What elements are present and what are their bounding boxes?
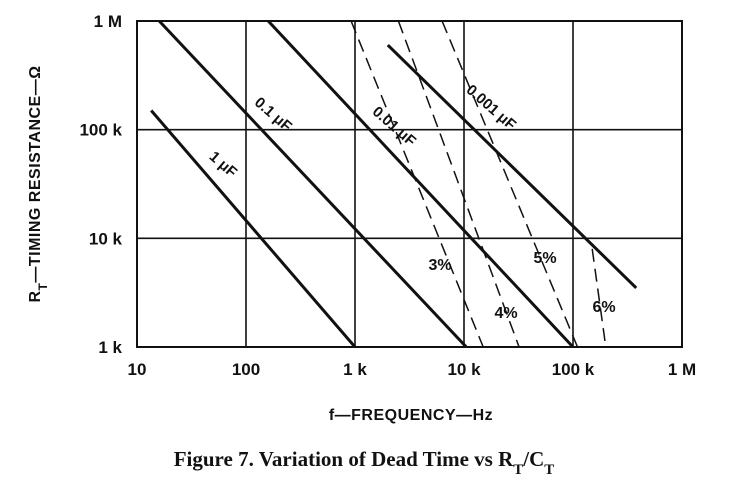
x-tick-label: 10 <box>128 360 147 379</box>
y-tick-label: 100 k <box>79 121 122 140</box>
capacitance-line-0-1-f <box>158 21 468 347</box>
x-axis-title: f—FREQUENCY—Hz <box>329 407 493 424</box>
y-axis-title-rest: —TIMING RESISTANCE—Ω <box>27 65 44 282</box>
caption-sub-2: T <box>544 462 554 478</box>
dead-time-lines <box>350 21 607 347</box>
y-tick-label: 1 M <box>94 12 122 31</box>
capacitance-line-1-f <box>150 109 357 347</box>
y-tick-labels: 1 k 10 k 100 k 1 M <box>79 12 122 357</box>
x-tick-label: 1 k <box>343 360 367 379</box>
y-axis-title-sub: T <box>36 282 50 290</box>
figure-caption: Figure 7. Variation of Dead Time vs RT/C… <box>174 447 555 478</box>
x-tick-labels: 10 100 1 k 10 k 100 k 1 M <box>128 360 697 379</box>
y-tick-label: 1 k <box>98 338 122 357</box>
dead-time-label-4: 4% <box>494 305 517 322</box>
dead-time-line-4 <box>397 21 520 347</box>
grid <box>137 21 682 347</box>
x-tick-label: 100 k <box>552 360 595 379</box>
dead-time-label-5: 5% <box>533 250 556 267</box>
capacitance-lines <box>150 21 638 347</box>
dead-time-label-3: 3% <box>428 257 451 274</box>
dead-time-label-6: 6% <box>592 299 615 316</box>
y-axis-title: RT—TIMING RESISTANCE—Ω <box>27 65 50 302</box>
y-axis-title-main: R <box>27 290 44 302</box>
plot-frame <box>136 20 683 348</box>
x-tick-label: 1 M <box>668 360 696 379</box>
capacitance-line-0-001-f <box>386 44 638 289</box>
dead-time-line-6 <box>591 248 607 347</box>
caption-text: Figure 7. Variation of Dead Time vs R <box>174 447 514 471</box>
caption-slash: /C <box>522 447 544 471</box>
capacitance-line-0-01-f <box>267 21 575 347</box>
y-tick-label: 10 k <box>89 229 123 248</box>
caption-sub-1: T <box>513 462 523 478</box>
x-tick-label: 10 k <box>447 360 481 379</box>
x-tick-label: 100 <box>232 360 260 379</box>
